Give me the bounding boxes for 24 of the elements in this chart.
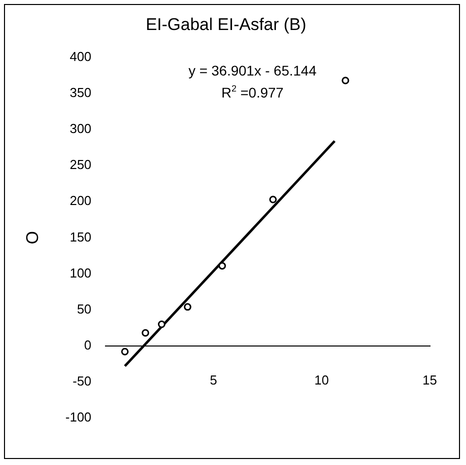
point [121, 348, 129, 356]
point [342, 76, 350, 84]
y-tick-label: 100 [70, 265, 92, 280]
y-tick-label: 300 [70, 121, 92, 136]
point [269, 196, 277, 204]
y-tick-label: -50 [72, 374, 92, 389]
x-tick-label: 10 [314, 372, 329, 388]
point [218, 262, 226, 270]
y-tick-label: -100 [65, 410, 92, 425]
y-tick-label: 350 [70, 85, 92, 100]
chart-title: EI-Gabal EI-Asfar (B) [146, 14, 306, 34]
point [184, 303, 192, 311]
y-axis-title: O [22, 231, 42, 244]
y-tick-label: 400 [70, 48, 92, 64]
y-tick-label: 250 [70, 157, 92, 172]
y-tick-label: 50 [76, 301, 92, 316]
point [158, 320, 166, 328]
y-tick-label: 200 [70, 193, 92, 208]
point [142, 329, 150, 337]
y-tick-label: 0 [84, 337, 92, 352]
annotation: y = 36.901x - 65.144 [188, 62, 317, 78]
x-tick-label: 5 [210, 372, 218, 388]
y-tick-label: 150 [70, 229, 92, 244]
x-tick-label: 15 [422, 372, 438, 388]
